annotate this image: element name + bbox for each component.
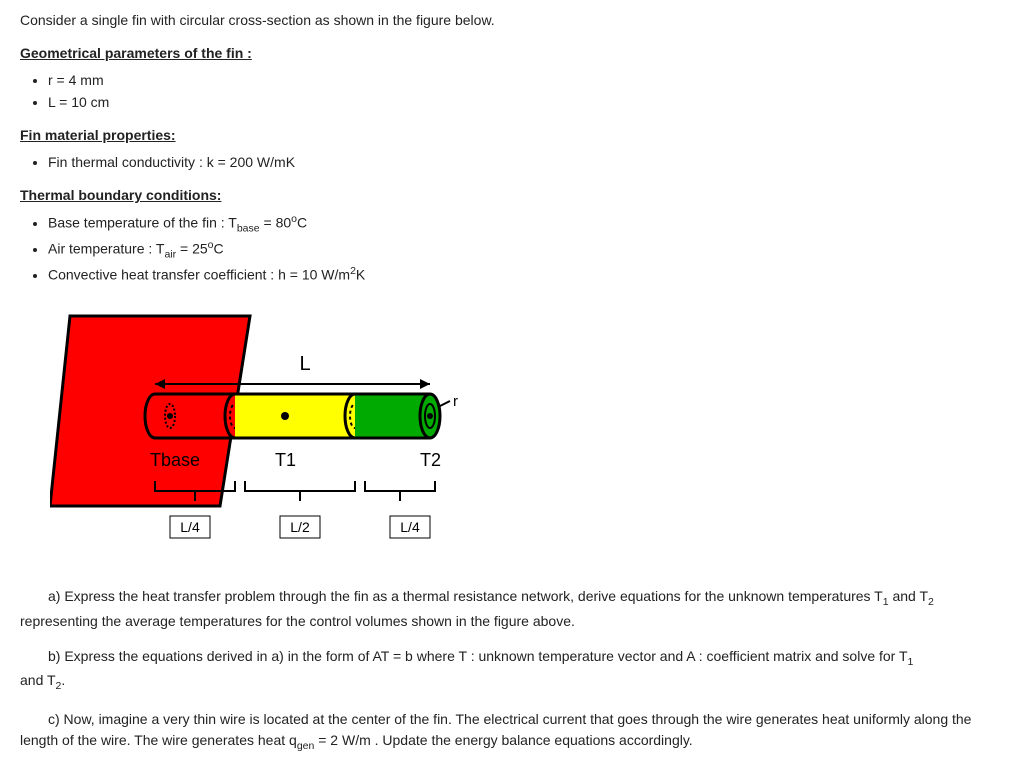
seg2-body	[235, 394, 355, 438]
label-tbase: Tbase	[150, 450, 200, 470]
label-r: r	[453, 393, 458, 410]
label-seg1: L/4	[180, 519, 200, 535]
label-L: L	[299, 353, 310, 375]
heading-geometry: Geometrical parameters of the fin :	[20, 43, 1013, 64]
heading-boundary: Thermal boundary conditions:	[20, 185, 1013, 206]
question-a: a) Express the heat transfer problem thr…	[20, 586, 1013, 632]
list-material: Fin thermal conductivity : k = 200 W/mK	[20, 152, 1013, 173]
list-item: Base temperature of the fin : Tbase = 80…	[48, 212, 1013, 237]
list-item: Air temperature : Tair = 25oC	[48, 238, 1013, 263]
label-seg3: L/4	[400, 519, 420, 535]
list-item: Fin thermal conductivity : k = 200 W/mK	[48, 152, 1013, 173]
label-t1: T1	[275, 450, 296, 470]
list-item: r = 4 mm	[48, 70, 1013, 91]
list-geometry: r = 4 mm L = 10 cm	[20, 70, 1013, 113]
label-t2: T2	[420, 450, 441, 470]
list-item: L = 10 cm	[48, 92, 1013, 113]
list-boundary: Base temperature of the fin : Tbase = 80…	[20, 212, 1013, 286]
node-t1	[281, 412, 289, 420]
label-seg2: L/2	[290, 519, 310, 535]
question-c: c) Now, imagine a very thin wire is loca…	[20, 709, 1013, 755]
list-item: Convective heat transfer coefficient : h…	[48, 264, 1013, 286]
question-b: b) Express the equations derived in a) i…	[20, 646, 1013, 695]
intro-text: Consider a single fin with circular cros…	[20, 10, 1013, 31]
heading-material: Fin material properties:	[20, 125, 1013, 146]
fin-figure: L r Tbase T1 T2 L/4 L/2 L/4	[50, 306, 1013, 572]
